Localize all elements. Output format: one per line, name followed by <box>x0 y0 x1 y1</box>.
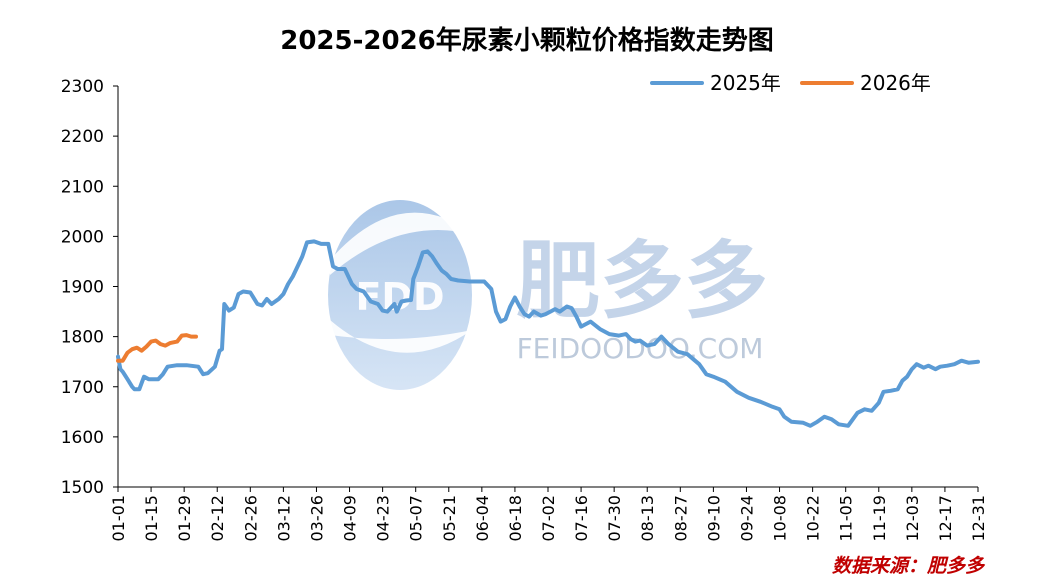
x-tick-label: 01-29 <box>175 495 194 542</box>
x-tick-label: 10-08 <box>771 495 790 542</box>
x-tick-label: 04-09 <box>341 495 360 542</box>
y-tick-label: 1500 <box>61 478 104 498</box>
x-tick-label: 09-24 <box>737 495 756 542</box>
axes: 1500 1600 1700 1800 1900 2000 2100 2200 2300 01-0… <box>61 77 988 542</box>
x-tick-label: 09-10 <box>704 495 723 542</box>
x-tick-label: 02-26 <box>241 495 260 542</box>
y-tick-label: 2100 <box>61 177 104 197</box>
watermark-logo-text: FDD <box>355 275 444 319</box>
y-tick-label: 1700 <box>61 378 104 398</box>
x-tick-label: 04-23 <box>374 495 393 542</box>
chart-title: 2025-2026年尿素小颗粒价格指数走势图 <box>280 26 774 56</box>
x-tick-label: 12-31 <box>969 495 988 542</box>
x-tick-label: 06-04 <box>473 495 492 541</box>
y-tick-label: 1600 <box>61 428 104 448</box>
x-tick-label: 11-19 <box>870 495 889 542</box>
legend: 2025年 2026年 <box>650 71 931 95</box>
x-tick-label: 10-22 <box>804 495 823 542</box>
x-tick-label: 07-16 <box>572 495 591 542</box>
x-tick-label: 03-12 <box>274 495 293 542</box>
watermark-logo-swoosh <box>330 212 475 275</box>
y-tick-label: 1800 <box>61 328 104 348</box>
series-layer <box>116 239 980 428</box>
x-tick-label: 02-12 <box>208 495 227 542</box>
x-tick-label: 11-05 <box>837 495 856 542</box>
series-line-2 <box>116 333 198 363</box>
legend-label-2: 2026年 <box>860 71 931 95</box>
x-tick-label: 08-27 <box>671 495 690 542</box>
x-tick-label: 12-17 <box>936 495 955 542</box>
x-tick-label: 12-03 <box>903 495 922 542</box>
x-tick-label: 01-01 <box>109 495 128 542</box>
watermark-site: FEIDOODOO.COM <box>517 332 764 365</box>
x-tick-label: 08-13 <box>638 495 657 542</box>
x-tick-label: 06-18 <box>506 495 525 542</box>
source-note: 数据来源：肥多多 <box>831 555 984 577</box>
x-tick-label: 07-02 <box>539 495 558 542</box>
x-tick-label: 05-21 <box>440 495 459 542</box>
y-tick-label: 2000 <box>61 227 104 247</box>
x-tick-label: 03-26 <box>307 495 326 542</box>
y-tick-label: 2300 <box>61 77 104 97</box>
y-tick-label: 1900 <box>61 278 104 298</box>
watermark-logo-swoosh-lower <box>330 320 472 353</box>
x-tick-label: 05-07 <box>407 495 426 542</box>
x-tick-label: 07-30 <box>605 495 624 542</box>
legend-label-1: 2025年 <box>710 71 781 95</box>
watermark-brand: 肥多多 <box>516 232 768 330</box>
y-tick-label: 2200 <box>61 127 104 147</box>
x-tick-label: 01-15 <box>142 495 161 542</box>
series-line-1 <box>116 239 980 428</box>
